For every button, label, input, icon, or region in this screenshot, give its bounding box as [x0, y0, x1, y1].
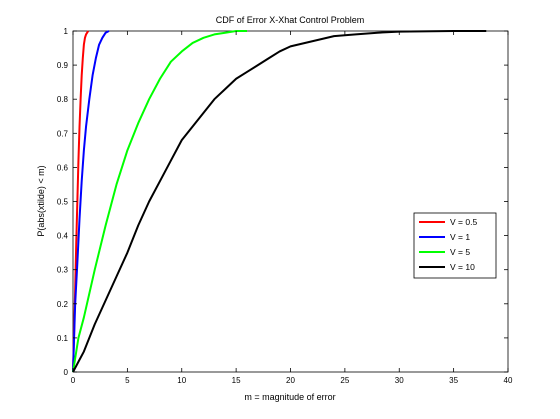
- series-layer: [72, 30, 487, 373]
- x-axis-ticks: 0 5 10 15 20 25 30 35 40: [71, 31, 513, 385]
- x-tick-label: 10: [177, 376, 186, 385]
- legend-items: V = 0.5 V = 1 V = 5 V = 10: [419, 217, 477, 272]
- series-line-3: [72, 30, 247, 373]
- x-axis-label: m = magnitude of error: [244, 392, 335, 402]
- y-tick-label: 0.6: [57, 163, 69, 172]
- x-tick-label: 15: [232, 376, 241, 385]
- y-tick-label: 0: [64, 368, 69, 377]
- legend-label-4: V = 10: [450, 262, 475, 272]
- y-tick-label: 0.5: [57, 198, 69, 207]
- legend-label-1: V = 0.5: [450, 217, 477, 227]
- x-tick-label: 30: [395, 376, 404, 385]
- y-axis-ticks: 0 0.1 0.2 0.3 0.4 0.5 0.6 0.7 0.8 0.9 1: [57, 27, 508, 377]
- x-tick-label: 25: [340, 376, 349, 385]
- x-tick-label: 40: [504, 376, 513, 385]
- series-line-4: [72, 30, 487, 373]
- axes-box: [72, 30, 509, 373]
- y-tick-label: 1: [64, 27, 69, 36]
- y-tick-label: 0.1: [57, 334, 69, 343]
- y-tick-label: 0.7: [57, 129, 69, 138]
- series-line-2: [72, 30, 110, 373]
- legend-label-2: V = 1: [450, 232, 470, 242]
- plot-area: 0 5 10 15 20 25 30 35 40 00.10.20.30.40.50.60.70…: [57, 27, 513, 385]
- y-tick-label: 0.3: [57, 266, 69, 275]
- y-axis-label: P(abs(xtilde) < m): [36, 165, 46, 236]
- legend: V = 0.5 V = 1 V = 5 V = 10: [413, 212, 497, 279]
- chart-title: CDF of Error X-Xhat Control Problem: [216, 15, 365, 25]
- y-tick-label: 0.8: [57, 95, 69, 104]
- y-tick-label: 0.9: [57, 61, 69, 70]
- y-tick-label: 0.4: [57, 232, 69, 241]
- legend-label-3: V = 5: [450, 247, 470, 257]
- y-tick-label: 0.2: [57, 300, 69, 309]
- x-tick-label: 5: [125, 376, 130, 385]
- x-tick-label: 20: [286, 376, 295, 385]
- x-tick-label: 0: [71, 376, 76, 385]
- x-tick-label: 35: [449, 376, 458, 385]
